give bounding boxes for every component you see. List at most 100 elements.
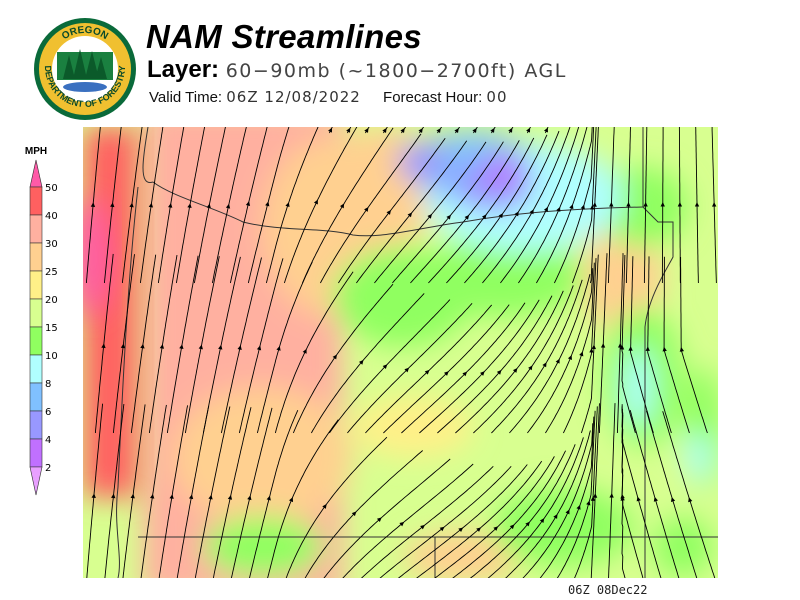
streamline-arrow	[346, 127, 351, 133]
streamline-arrow	[539, 518, 545, 523]
streamline	[383, 304, 510, 434]
legend-swatch	[29, 382, 43, 412]
streamline	[249, 410, 299, 578]
footer-timestamp: 06Z 08Dec22	[568, 583, 648, 597]
streamline-arrow	[543, 206, 548, 212]
streamline	[193, 127, 226, 284]
streamline-arrow	[490, 127, 495, 133]
streamline-arrow	[514, 211, 519, 217]
streamline-arrow	[580, 204, 585, 210]
streamline-arrow	[436, 128, 441, 134]
streamline-arrow	[187, 203, 192, 209]
streamline-arrow	[266, 495, 271, 501]
valid-time: Valid Time: 06Z 12/08/2022 Forecast Hour…	[149, 88, 508, 106]
wind-map	[83, 127, 718, 578]
streamline	[320, 133, 422, 284]
streamline-arrow	[420, 524, 426, 530]
streamline-arrow	[556, 206, 561, 212]
streamline	[175, 127, 206, 284]
streamline-arrow	[159, 343, 165, 349]
streamline	[590, 403, 600, 578]
streamline-arrow	[512, 367, 518, 373]
streamline-arrow	[339, 203, 345, 209]
streamline	[452, 450, 566, 578]
streamline-arrow	[227, 494, 233, 500]
streamline	[522, 423, 594, 578]
legend-unit: MPH	[25, 146, 47, 157]
streamline	[338, 137, 446, 284]
streamline	[121, 127, 143, 284]
streamline-arrow	[120, 343, 126, 349]
streamline	[265, 127, 319, 284]
layer-label: Layer:	[147, 56, 220, 83]
streamline	[518, 127, 588, 284]
streamline-arrow	[256, 345, 262, 351]
legend-tick: 20	[45, 295, 58, 306]
streamline	[621, 254, 636, 434]
streamline-arrow	[351, 511, 357, 517]
legend-arrow-top	[29, 159, 43, 188]
streamline	[256, 261, 313, 434]
legend-tick: 2	[45, 463, 51, 474]
streamline	[274, 271, 354, 434]
streamline	[500, 127, 580, 284]
streamline	[194, 406, 231, 578]
streamline-arrow	[498, 213, 503, 219]
legend-swatch	[29, 354, 43, 384]
streamline-arrow	[476, 527, 482, 532]
streamline-arrow	[589, 204, 595, 210]
streamline-arrow	[643, 202, 648, 207]
streamline-arrow	[660, 202, 665, 207]
streamline-arrow	[617, 343, 623, 348]
streamline-arrow	[576, 504, 581, 510]
streamline	[562, 258, 597, 434]
streamline-arrow	[645, 346, 650, 351]
streamline-arrow	[313, 199, 318, 205]
streamline-arrow	[591, 344, 597, 350]
streamline-arrow	[528, 365, 533, 371]
streamline-arrow	[526, 127, 531, 133]
streamline-arrow	[400, 128, 405, 133]
streamline	[304, 450, 423, 578]
legend-swatch	[29, 298, 43, 328]
streamline-arrow	[237, 345, 242, 350]
streamline	[473, 285, 574, 434]
streamline	[571, 127, 597, 284]
streamline	[419, 299, 540, 434]
streamline-arrow	[140, 343, 145, 349]
streamline-arrow	[91, 493, 96, 499]
odf-logo: OREGON DEPARTMENT OF FORESTRY	[34, 18, 136, 120]
streamline	[130, 254, 157, 434]
streamline-arrow	[543, 127, 548, 133]
streamline	[212, 407, 252, 578]
streamline-arrow	[404, 367, 410, 373]
streamline-arrow	[101, 343, 106, 349]
streamline	[379, 465, 512, 578]
streamline-arrow	[247, 495, 252, 501]
streamline	[545, 262, 595, 434]
streamline-arrow	[555, 358, 560, 364]
streamline-arrow	[169, 494, 174, 499]
streamline	[86, 403, 104, 578]
streamline-arrow	[206, 203, 211, 209]
legend-swatch	[29, 214, 43, 244]
streamline-arrow	[188, 494, 194, 500]
streamline	[410, 140, 520, 284]
layer-value: 60−90mb (~1800−2700ft) AGL	[225, 60, 567, 82]
streamline-arrow	[150, 493, 155, 499]
streamline-arrow	[364, 206, 369, 212]
streamline	[621, 408, 662, 578]
streamline-arrow	[694, 202, 700, 207]
forecast-label: Forecast Hour:	[383, 89, 483, 106]
streamline-arrow	[130, 493, 135, 499]
streamline-arrow	[525, 521, 530, 527]
streamline-arrow	[653, 496, 658, 502]
streamline	[645, 410, 698, 578]
streamline-arrow	[600, 343, 606, 348]
legend-tick: 40	[45, 211, 58, 222]
streamline	[680, 257, 708, 434]
legend-tick: 15	[45, 323, 58, 334]
streamline-arrow	[129, 202, 134, 208]
streamline	[608, 403, 616, 578]
streamline	[416, 460, 543, 578]
